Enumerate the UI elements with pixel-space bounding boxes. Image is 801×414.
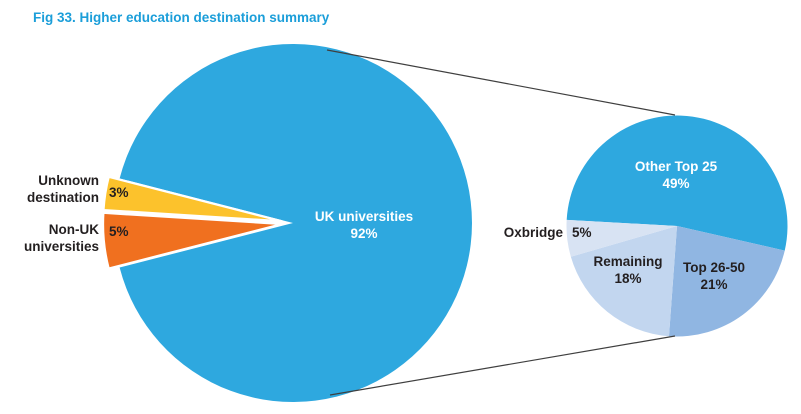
- label-other-top-25: Other Top 25: [634, 159, 718, 174]
- label-remaining: Remaining: [593, 254, 663, 269]
- label-remaining-group: Remaining 18%: [548, 253, 708, 287]
- slice-remaining: [570, 226, 677, 337]
- slice-unknown-destination: [102, 175, 283, 223]
- slice-non-uk-universities: [101, 211, 283, 270]
- slice-other-top-25: [566, 115, 788, 251]
- label-other-top-25-group: Other Top 25 49%: [596, 158, 756, 192]
- label-top-26-50-group: Top 26-50 21%: [634, 259, 794, 293]
- value-remaining: 18%: [614, 271, 642, 286]
- figure-title: Fig 33. Higher education destination sum…: [33, 10, 330, 25]
- connector-line-bottom: [329, 335, 676, 396]
- value-non-uk-universities: 5%: [109, 224, 129, 239]
- label-top-26-50: Top 26-50: [682, 260, 745, 275]
- value-uk-universities: 92%: [350, 226, 378, 241]
- slice-uk-universities: [119, 44, 472, 402]
- slice-top-26-50: [668, 226, 785, 337]
- value-other-top-25: 49%: [662, 176, 690, 191]
- value-top-26-50: 21%: [700, 277, 728, 292]
- slice-oxbridge: [566, 219, 677, 257]
- value-oxbridge: 5%: [572, 225, 592, 240]
- label-non-uk-universities: Non-UK universities: [23, 222, 99, 254]
- label-uk-universities: UK universities: [314, 209, 414, 224]
- label-unknown-destination: Unknown destination: [26, 173, 99, 205]
- connector-line-top: [326, 49, 676, 116]
- label-uk-universities-group: UK universities 92%: [284, 208, 444, 242]
- value-unknown-destination: 3%: [109, 185, 129, 200]
- label-oxbridge: Oxbridge: [503, 225, 563, 240]
